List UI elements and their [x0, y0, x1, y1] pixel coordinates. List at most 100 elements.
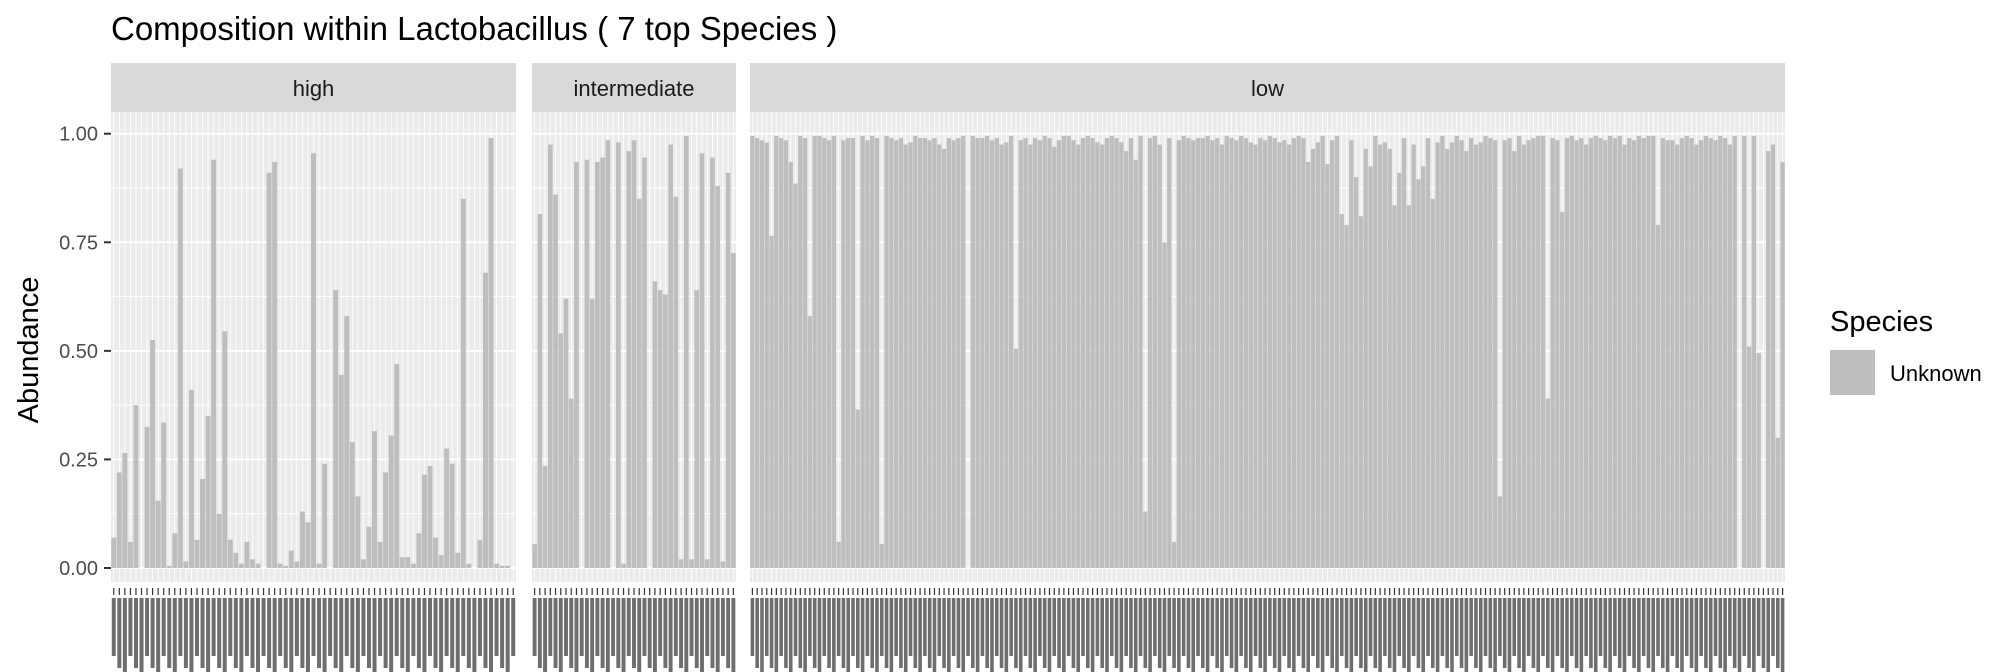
bar — [294, 561, 300, 568]
bar — [1751, 135, 1757, 568]
bar — [860, 135, 865, 568]
bar — [1157, 144, 1162, 569]
bar — [807, 316, 813, 568]
bar — [427, 465, 433, 568]
bar — [802, 138, 808, 569]
bar — [1655, 224, 1661, 568]
bar — [1032, 138, 1038, 569]
bar — [1023, 138, 1028, 569]
bar — [1775, 437, 1780, 568]
facet-panels: high intermediate low — [111, 63, 1785, 672]
bar — [595, 161, 600, 568]
bar — [1377, 144, 1383, 569]
bar — [1588, 138, 1594, 569]
bar — [249, 559, 255, 568]
bar — [433, 537, 439, 568]
bar — [233, 552, 239, 568]
bar — [1042, 135, 1047, 568]
bar — [1507, 138, 1512, 569]
bar — [216, 513, 222, 568]
bar — [783, 140, 789, 568]
bar — [449, 463, 455, 568]
bar — [1013, 348, 1019, 568]
bar — [1368, 166, 1373, 569]
bar — [1756, 353, 1761, 568]
bar — [1421, 166, 1426, 569]
bar — [255, 563, 261, 568]
bar — [927, 140, 932, 568]
bar — [211, 159, 217, 568]
bar — [1468, 138, 1474, 569]
bar — [377, 541, 383, 568]
bar — [1353, 177, 1359, 568]
bar — [1114, 138, 1119, 569]
bar — [1272, 138, 1277, 569]
bar — [898, 138, 904, 569]
bar — [1631, 140, 1637, 568]
bar — [1454, 135, 1459, 568]
bar — [1373, 135, 1378, 568]
bar — [1133, 159, 1138, 568]
bar — [778, 138, 784, 569]
facet-strip — [532, 63, 736, 112]
bar — [668, 144, 673, 569]
bar — [589, 298, 595, 568]
bar — [133, 405, 139, 568]
bar — [1612, 138, 1618, 569]
facet-intermediate: intermediate — [532, 63, 736, 672]
bar — [1123, 151, 1129, 569]
bar — [636, 198, 642, 568]
bar — [1416, 179, 1421, 569]
bar — [1689, 138, 1694, 569]
bar — [1195, 138, 1201, 569]
bar — [1119, 142, 1124, 568]
bar — [1392, 205, 1397, 568]
bar — [416, 533, 422, 568]
bar — [388, 435, 394, 568]
bar — [980, 138, 985, 569]
bar — [1564, 138, 1570, 569]
panel-background — [750, 112, 1785, 582]
bar — [1411, 144, 1416, 569]
bar — [1502, 140, 1507, 568]
bar — [793, 183, 798, 568]
bar — [344, 316, 350, 568]
bar — [994, 138, 999, 569]
bar — [1018, 140, 1023, 568]
bar — [1315, 142, 1320, 568]
bar — [161, 422, 167, 568]
bar — [615, 142, 621, 568]
bar — [831, 135, 837, 568]
bar — [989, 140, 995, 568]
bar — [122, 452, 128, 568]
bar — [600, 157, 605, 568]
bar — [455, 552, 461, 568]
bar — [1459, 140, 1464, 568]
bar — [1488, 138, 1493, 569]
bar — [1186, 138, 1191, 569]
facet-high: high — [111, 63, 516, 672]
bar — [1536, 135, 1541, 568]
bar — [889, 138, 894, 569]
bar — [678, 559, 684, 568]
y-tick-label: 0.25 — [59, 449, 98, 471]
legend-title: Species — [1830, 306, 1933, 338]
bar — [1675, 144, 1680, 569]
bar — [1349, 140, 1354, 568]
bar — [166, 565, 172, 568]
bar — [1430, 198, 1435, 568]
bar — [855, 409, 860, 568]
bar — [144, 426, 150, 568]
bar — [1296, 135, 1301, 568]
bar — [466, 563, 472, 568]
bar — [177, 168, 183, 568]
bar — [1152, 135, 1158, 568]
bar — [1555, 140, 1560, 568]
bar — [1224, 135, 1229, 568]
bar — [1061, 135, 1067, 568]
bar — [438, 554, 444, 568]
bar — [383, 472, 389, 568]
bar — [172, 533, 178, 568]
bar — [200, 478, 206, 568]
bar — [372, 431, 378, 568]
